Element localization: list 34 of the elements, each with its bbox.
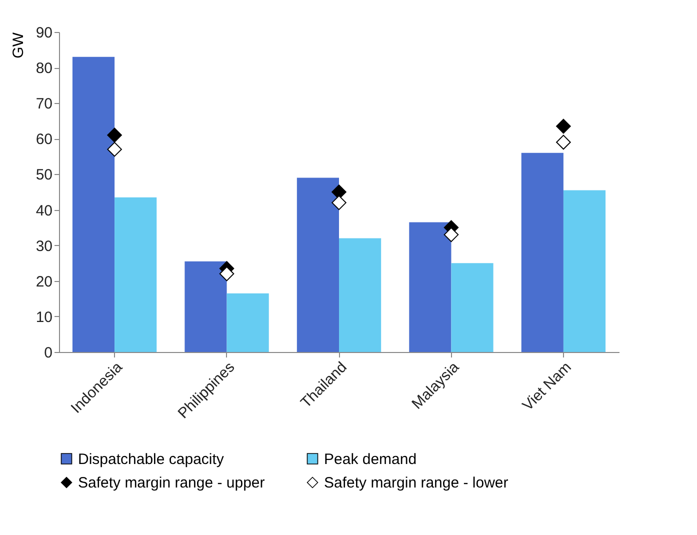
- bar: [409, 222, 452, 352]
- bar: [451, 263, 494, 352]
- y-tick-label: 80: [36, 60, 52, 78]
- y-tick-label: 0: [44, 344, 52, 362]
- y-tick-label: 90: [36, 24, 52, 42]
- bar: [296, 178, 339, 352]
- bar: [521, 152, 564, 352]
- y-tick-label: 20: [36, 273, 52, 290]
- y-tick-label: 30: [36, 238, 52, 255]
- point: [556, 134, 571, 150]
- point: [556, 118, 571, 134]
- y-tick-label: 60: [36, 131, 52, 148]
- legend-label: Safety margin range - lower: [324, 474, 508, 492]
- bar: [72, 56, 115, 352]
- point: [219, 266, 234, 282]
- y-tick-label: 40: [36, 202, 52, 220]
- bar: [563, 190, 606, 352]
- point: [332, 184, 346, 200]
- y-tick-label: 10: [36, 308, 52, 326]
- x-tick-label: Viet Nam: [519, 358, 575, 414]
- legend-label: Dispatchable capacity: [78, 450, 224, 468]
- point: [444, 227, 459, 242]
- y-tick-label: 70: [36, 96, 52, 113]
- bar: [226, 293, 269, 352]
- bar: [114, 197, 157, 352]
- bar: [184, 261, 227, 352]
- legend-label: Peak demand: [324, 450, 417, 468]
- point: [332, 195, 346, 210]
- y-tick-label: 50: [36, 166, 52, 184]
- legend-label: Safety margin range - upper: [78, 474, 265, 492]
- bar: [339, 238, 382, 352]
- y-axis-title: GW: [10, 32, 27, 58]
- point: [107, 128, 122, 143]
- point: [107, 142, 122, 157]
